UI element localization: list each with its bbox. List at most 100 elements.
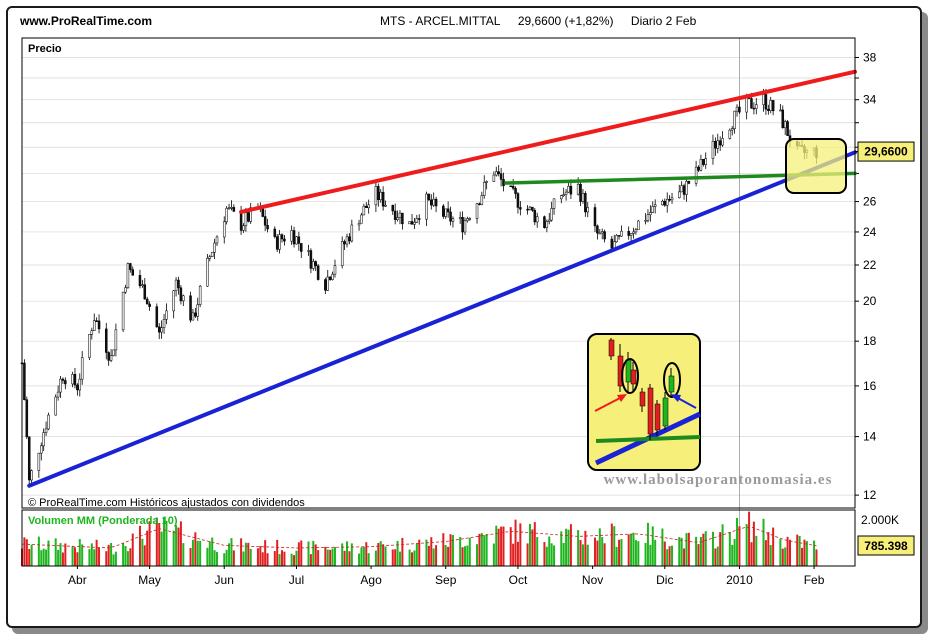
candle-body: [560, 195, 563, 200]
candle-body: [182, 295, 185, 302]
volume-bar: [577, 530, 580, 566]
volume-bar: [466, 545, 469, 566]
volume-bar: [444, 545, 447, 566]
volume-bar: [586, 544, 589, 566]
candle-body: [596, 225, 599, 234]
candle-body: [25, 399, 29, 438]
candle-body: [266, 225, 269, 230]
x-tick-label: May: [138, 573, 161, 587]
candle-body: [148, 303, 151, 307]
candle-body: [678, 191, 681, 199]
volume-bar: [107, 544, 110, 566]
volume-bar: [47, 540, 50, 566]
candle-body: [326, 276, 330, 291]
candle-body: [668, 199, 671, 201]
candle-body: [78, 378, 82, 391]
candle-body: [261, 207, 265, 217]
volume-bar: [155, 517, 158, 566]
volume-bar: [697, 544, 700, 566]
candle-body: [665, 199, 669, 206]
volume-bar: [627, 534, 630, 566]
candle-body: [593, 207, 597, 227]
candle-body: [781, 109, 785, 129]
candle-body: [54, 396, 57, 416]
candle-body: [174, 279, 178, 291]
volume-bar: [671, 545, 674, 566]
volume-bar: [784, 547, 787, 566]
candle-body: [177, 279, 180, 289]
volume-bar: [526, 543, 529, 566]
candle-body: [360, 214, 363, 224]
volume-bar: [632, 532, 635, 566]
candle-body: [312, 261, 315, 269]
volume-bar: [613, 526, 616, 566]
volume-bar: [543, 542, 546, 566]
zoom-circle-right: [663, 362, 681, 398]
volume-bar: [485, 534, 488, 566]
zoom-candle: [668, 375, 675, 393]
volume-bar: [208, 541, 211, 566]
volume-bar: [309, 554, 312, 566]
site-name[interactable]: www.ProRealTime.com: [20, 14, 153, 28]
volume-bar: [358, 553, 361, 566]
volume-bar: [803, 539, 806, 566]
volume-bar: [569, 524, 572, 566]
candle-body: [663, 200, 667, 206]
candle-body: [485, 181, 488, 183]
volume-bar: [232, 550, 235, 566]
volume-bar: [297, 542, 300, 566]
volume-bar: [630, 534, 633, 566]
candle-body: [215, 236, 219, 244]
zoom-inset: [587, 333, 702, 471]
volume-bar: [199, 540, 202, 566]
volume-bar: [598, 528, 601, 566]
volume-bar: [459, 537, 462, 566]
candle-body: [56, 391, 60, 398]
volume-bar: [500, 526, 503, 566]
candle-body: [273, 228, 277, 237]
volume-bar: [762, 518, 765, 566]
candle-body: [620, 230, 623, 237]
y-tick-label: 18: [863, 334, 877, 348]
volume-bar: [365, 542, 368, 566]
price-panel-label: Precio: [28, 43, 62, 55]
candle-body: [600, 231, 604, 234]
volume-last-label: 785.398: [864, 539, 908, 553]
candle-body: [771, 100, 775, 112]
candle-body: [661, 200, 664, 206]
volume-bar: [276, 539, 279, 566]
volume-bar: [550, 543, 553, 566]
candle-body: [415, 218, 419, 223]
x-tick-label: Jun: [215, 573, 234, 587]
volume-bar: [64, 543, 67, 566]
volume-bar: [165, 520, 168, 566]
volume-bar: [90, 543, 93, 566]
y-tick-label: 22: [863, 258, 877, 272]
candle-body: [750, 98, 753, 109]
volume-bar: [172, 530, 175, 566]
zoom-candle: [608, 339, 615, 357]
volume-bar: [324, 546, 327, 566]
x-tick-label: Dic: [656, 573, 673, 587]
volume-bar: [680, 537, 683, 566]
volume-bar: [194, 532, 197, 566]
volume-bar: [98, 547, 101, 566]
candle-body: [73, 374, 77, 386]
volume-bar: [25, 539, 28, 566]
candle-body: [80, 357, 84, 380]
candle-body: [198, 285, 202, 305]
candle-body: [30, 470, 33, 481]
volume-bar: [350, 543, 353, 566]
candle-body: [401, 212, 404, 225]
volume-bar: [40, 550, 43, 566]
volume-bar: [326, 549, 329, 566]
candle-body: [649, 212, 652, 215]
candle-body: [550, 208, 553, 221]
candle-body: [283, 238, 286, 242]
volume-bar: [781, 548, 784, 566]
candle-body: [107, 352, 110, 361]
volume-bar: [637, 541, 640, 566]
volume-bar: [394, 549, 397, 566]
volume-bar: [293, 555, 296, 566]
